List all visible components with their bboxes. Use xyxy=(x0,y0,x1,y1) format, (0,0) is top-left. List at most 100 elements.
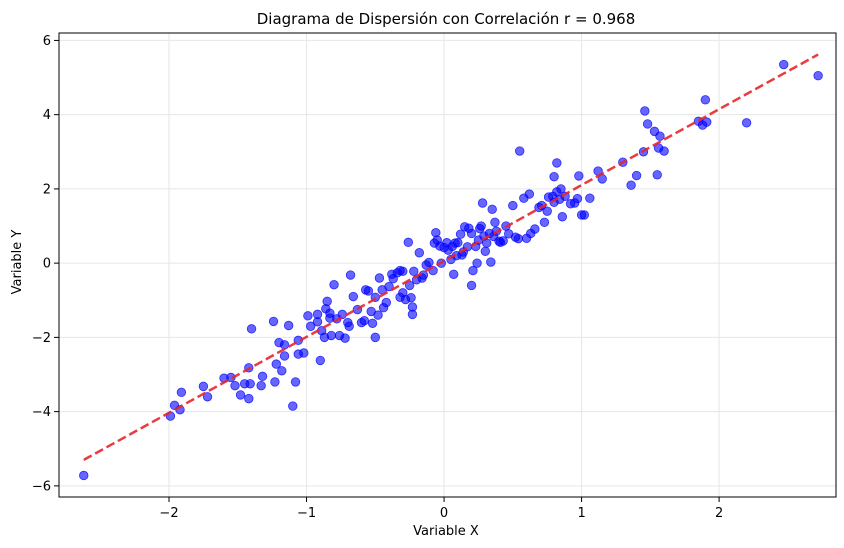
y-tick-label: 4 xyxy=(43,108,51,123)
data-point xyxy=(340,333,350,343)
data-point xyxy=(370,332,381,343)
data-point xyxy=(176,387,187,398)
y-tick-label: −4 xyxy=(32,405,51,420)
x-tick-label: 1 xyxy=(577,506,585,521)
data-points xyxy=(79,59,823,481)
x-tick-label: −2 xyxy=(159,506,178,521)
data-point xyxy=(556,184,566,194)
data-point xyxy=(513,233,524,244)
data-point xyxy=(539,217,550,228)
data-point xyxy=(498,236,508,246)
data-point xyxy=(398,266,408,277)
data-point xyxy=(244,393,254,404)
data-point xyxy=(270,377,280,387)
data-point xyxy=(409,266,419,277)
data-point xyxy=(455,229,466,239)
data-point xyxy=(257,371,268,382)
data-point xyxy=(271,359,281,369)
data-point xyxy=(230,380,240,391)
data-point xyxy=(424,257,434,268)
data-point xyxy=(542,206,552,216)
data-point xyxy=(373,310,383,320)
x-tick-label: 0 xyxy=(440,506,448,521)
trend-line xyxy=(83,53,819,461)
data-point xyxy=(468,265,478,276)
y-tick-label: 0 xyxy=(43,257,51,272)
plot-frame xyxy=(58,32,837,498)
data-point xyxy=(288,401,298,411)
data-point xyxy=(326,330,336,341)
data-point xyxy=(202,392,213,402)
data-point xyxy=(700,95,711,105)
data-point xyxy=(655,131,665,141)
data-point xyxy=(322,296,332,307)
data-point xyxy=(79,470,89,481)
data-point xyxy=(490,217,500,228)
data-point xyxy=(256,380,266,391)
data-point xyxy=(702,117,712,127)
y-axis-ticks: −6 −4 −2 0 2 4 6 xyxy=(32,34,59,494)
data-point xyxy=(381,297,392,308)
data-point xyxy=(642,119,653,129)
data-point xyxy=(406,292,416,303)
x-axis-ticks: −2 −1 0 1 2 xyxy=(159,497,723,521)
data-point xyxy=(572,193,583,204)
data-point xyxy=(741,118,752,128)
data-point xyxy=(348,291,358,302)
data-point xyxy=(472,258,482,268)
x-axis-label: Variable X xyxy=(413,524,479,539)
data-point xyxy=(652,170,662,180)
data-point xyxy=(344,321,354,331)
data-point xyxy=(279,351,290,361)
y-axis-label: Variable Y xyxy=(10,230,25,295)
data-point xyxy=(549,171,559,182)
data-point xyxy=(235,390,246,400)
data-point xyxy=(305,321,316,331)
data-point xyxy=(414,248,425,258)
data-point xyxy=(480,246,491,256)
data-point xyxy=(466,228,477,239)
data-point xyxy=(530,224,540,234)
x-tick-label: −1 xyxy=(297,506,316,521)
data-point xyxy=(524,189,535,199)
data-point xyxy=(345,270,356,280)
data-point xyxy=(477,198,488,208)
x-tick-label: 2 xyxy=(715,506,723,521)
data-point xyxy=(453,238,463,248)
data-point xyxy=(299,348,309,358)
data-point xyxy=(659,146,669,156)
data-point xyxy=(329,279,339,290)
data-point xyxy=(367,318,378,328)
data-point xyxy=(359,315,369,326)
data-point xyxy=(640,106,650,116)
data-point xyxy=(574,171,584,181)
data-point xyxy=(486,257,496,267)
data-point xyxy=(508,200,518,211)
data-point xyxy=(631,170,642,181)
data-point xyxy=(363,286,374,296)
data-point xyxy=(277,366,287,376)
data-point xyxy=(312,309,323,320)
data-point xyxy=(384,281,394,292)
y-tick-label: −2 xyxy=(32,331,51,346)
data-point xyxy=(579,210,590,220)
chart-title: Diagrama de Dispersión con Correlación r… xyxy=(257,10,636,28)
data-point xyxy=(552,158,562,168)
data-point xyxy=(283,320,294,331)
data-point xyxy=(448,269,459,279)
data-point xyxy=(514,146,525,156)
data-point xyxy=(290,377,301,387)
y-tick-label: 2 xyxy=(43,182,51,197)
data-point xyxy=(315,355,325,366)
y-tick-label: 6 xyxy=(43,34,51,49)
data-point xyxy=(325,308,335,318)
data-point xyxy=(626,180,636,190)
data-point xyxy=(374,273,385,283)
data-point xyxy=(476,221,486,231)
data-point xyxy=(585,193,595,203)
data-point xyxy=(198,381,209,392)
data-point xyxy=(268,316,279,327)
data-point xyxy=(403,237,414,248)
data-point xyxy=(245,379,255,389)
